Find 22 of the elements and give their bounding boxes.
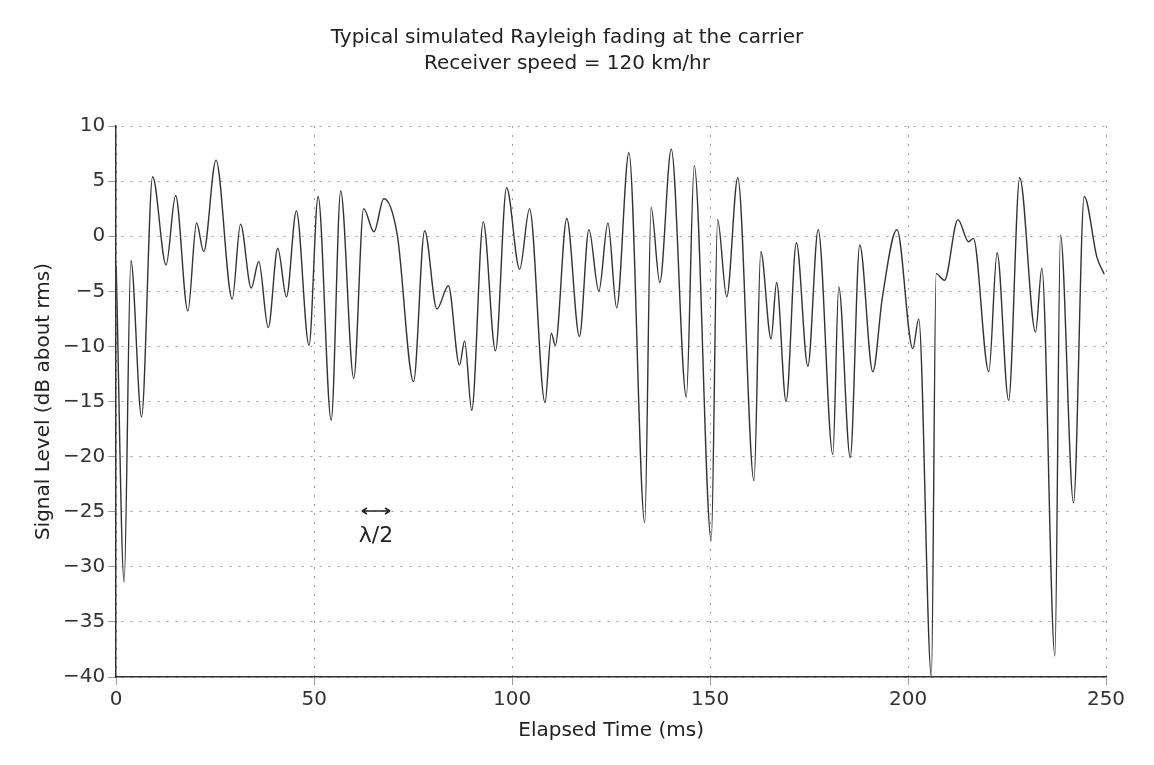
- annotation: λ/2: [358, 522, 394, 548]
- y-tick-label: −25: [62, 497, 106, 522]
- y-tick-label: −20: [62, 442, 106, 467]
- y-tick-label: −30: [62, 553, 106, 577]
- y-tick-label: −35: [62, 608, 106, 633]
- y-tick-label: −5: [75, 277, 106, 302]
- y-tick-label: 5: [92, 167, 106, 192]
- x-tick-label: 150: [690, 686, 730, 711]
- y-tick-label: 10: [79, 112, 106, 137]
- chart-title: Typical simulated Rayleigh fading at the carrier: [329, 24, 805, 49]
- y-tick-label: 0: [92, 222, 106, 247]
- y-tick-label: −10: [62, 332, 106, 357]
- chart-subtitle: Receiver speed = 120 km/hr: [423, 50, 711, 75]
- x-tick-label: 0: [109, 686, 123, 711]
- x-tick-label: 100: [493, 686, 532, 711]
- x-tick-label: 250: [1086, 686, 1126, 711]
- y-tick-label: −40: [62, 663, 106, 688]
- x-tick-label: 200: [888, 686, 928, 711]
- x-axis-title: Elapsed Time (ms): [518, 717, 704, 742]
- y-axis-title: Signal Level (dB about rms): [30, 262, 55, 541]
- y-tick-label: −15: [62, 387, 106, 412]
- x-tick-label: 50: [301, 686, 327, 711]
